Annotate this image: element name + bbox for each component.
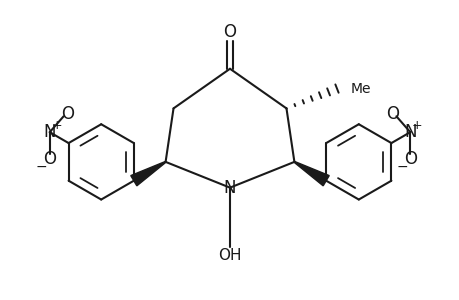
Text: N: N — [44, 123, 56, 141]
Text: −: − — [36, 160, 47, 174]
Polygon shape — [130, 161, 166, 186]
Text: +: + — [51, 119, 62, 132]
Text: O: O — [403, 150, 416, 168]
Text: Me: Me — [350, 82, 370, 96]
Text: N: N — [403, 123, 415, 141]
Text: −: − — [396, 160, 407, 174]
Text: O: O — [61, 105, 74, 123]
Text: N: N — [223, 178, 236, 196]
Text: O: O — [223, 23, 236, 41]
Text: O: O — [385, 105, 398, 123]
Text: +: + — [411, 119, 422, 132]
Text: O: O — [43, 150, 56, 168]
Polygon shape — [293, 161, 329, 186]
Text: OH: OH — [218, 248, 241, 262]
